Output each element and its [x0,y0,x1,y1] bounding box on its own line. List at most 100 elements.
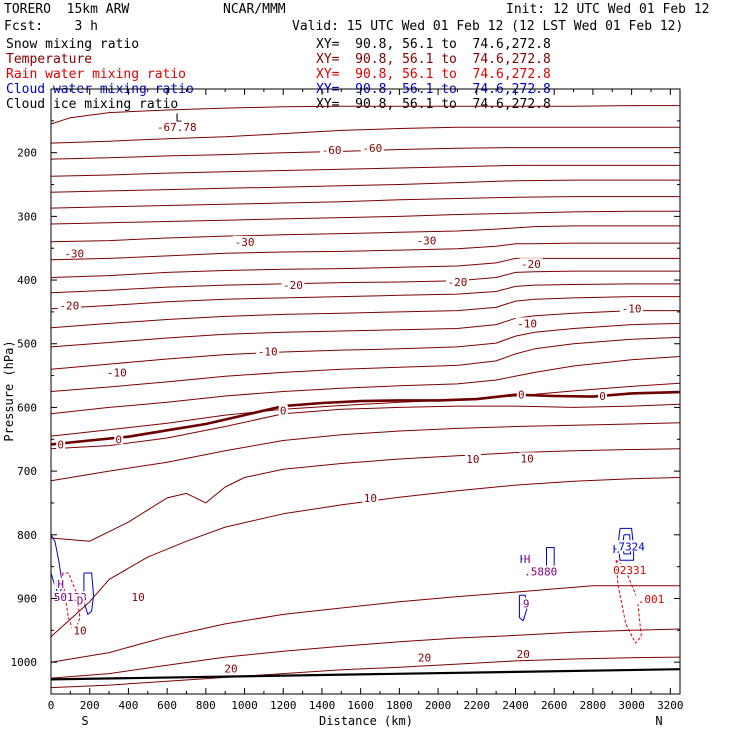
temperature-contour [50,179,680,193]
field-xy-snow: XY= 90.8, 56.1 to 74.6,272.8 [316,37,551,52]
x-end-label-south: S [81,714,88,728]
y-tick-label: 400 [17,274,37,287]
temperature-contour [50,257,680,278]
temperature-contour-label-bg [62,247,86,259]
temperature-contour [50,382,681,437]
plot-frame [50,88,681,695]
x-tick-label: 0 [48,699,55,712]
x-tick-label: 2600 [541,699,568,712]
temperature-contour-label-bg [445,275,469,287]
x-tick-label: 3000 [618,699,645,712]
temperature-contour-label-bg [464,453,481,465]
temperature-contour-label-bg [130,591,147,603]
temperature-contour-label: 20 [224,663,237,676]
field-extremum-label-bg [56,577,66,589]
x-tick-label: 1800 [386,699,413,712]
temperature-contour-label: 20 [517,648,530,661]
temperature-contour [50,196,680,209]
temperature-contour-label-bg [620,302,644,314]
model-title: TORERO 15km ARW [4,2,130,17]
field-name-rain: Rain water mixing ratio [6,67,187,82]
temperature-contour-label: -30 [235,236,255,249]
temperature-contour-label: -30 [417,235,437,248]
field-extremum-label: 9 [523,598,530,611]
temperature-contour [50,322,681,370]
temperature-contour-label: 10 [466,453,479,466]
plot-layer: -67.78 -60 -60 -30 -30 -30 -20 -20 -20 -20 -10 -10 -… [50,105,681,689]
x-tick-label: 1400 [309,699,336,712]
x-tick-label: 200 [80,699,100,712]
temperature-contour [50,336,681,392]
temperature-contour-label-bg [598,389,608,401]
temperature-contour-label: -10 [622,303,642,316]
temperature-contour [50,296,680,329]
temperature-contour [50,105,680,125]
temperature-contour-label: 0 [518,389,525,402]
temperature-contour-label-bg [515,317,539,329]
temperature-contour [50,403,681,450]
temperature-contour-label-bg [515,647,532,659]
x-tick-label: 400 [118,699,138,712]
rain-contour-label-bg [611,563,649,575]
cloud-water-label-bg [616,540,647,552]
cloud-water-contour [518,594,528,622]
field-extremum-label-bg [75,594,85,606]
temperature-contour-label: -30 [64,247,84,260]
temperature-contour [50,448,681,542]
temperature-contour [50,210,680,225]
temperature-contour-label-bg [56,438,66,450]
x-tick-label: 1600 [347,699,374,712]
cloud-water-label-bg [611,542,621,554]
temperature-contour-label: -67.78 [157,121,197,134]
x-tick-label: 2800 [580,699,607,712]
temperature-contour [50,164,680,177]
temperature-contour-label: -20 [521,258,541,271]
temperature-contour-label-bg [414,234,438,246]
y-tick-label: 900 [17,592,37,605]
field-extremum-label: D [77,594,84,607]
field-extremum-label: L [175,112,182,125]
y-tick-label: 600 [17,401,37,414]
field-name-temperature: Temperature [6,52,93,67]
field-extremum-label-bg [522,552,532,564]
x-tick-label: 1200 [270,699,297,712]
y-tick-label: 700 [17,465,37,478]
temperature-contour-label: 0 [57,438,64,451]
field-extremum-label-bg [174,111,184,123]
x-tick-label: 3200 [657,699,684,712]
y-axis-title: Pressure (hPa) [2,340,16,441]
x-tick-label: 600 [157,699,177,712]
temperature-contour-label-bg [519,258,543,270]
surface-line [50,668,681,681]
temperature-contour-label-bg [320,144,344,156]
temperature-contour [50,310,680,348]
temperature-contour-label: -10 [517,317,537,330]
y-tick-label: 300 [17,210,37,223]
cloud-water-label: 7324 [618,540,645,553]
temperature-contour-label-bg [281,279,305,291]
cloud-water-label: H [613,543,620,556]
x-end-label-north: N [655,714,662,728]
temperature-contour [50,270,680,294]
temperature-contour-label: -60 [362,142,382,155]
temperature-contour [50,585,680,663]
temperature-contour-label-bg [519,452,536,464]
field-extremum-label-bg [521,597,531,609]
temperature-contour-label-bg [57,299,81,311]
temperature-contour-label: -10 [258,345,278,358]
y-tick-label: 1000 [11,656,38,669]
rain-contour-label: .001 [638,593,665,606]
temperature-contour-label: -60 [322,144,342,157]
temperature-contour-label: -20 [447,276,467,289]
temperature-contour-label: -10 [107,366,127,379]
temperature-contour-label-bg [360,142,384,154]
axis-layer: 0 200 400 600 800 1000 1200 1400 1600 1800 2000 220… [11,89,684,712]
temperature-contour-label: 10 [364,492,377,505]
temperature-contour-label-bg [72,624,89,636]
temperature-contour-label: 0 [280,405,287,418]
valid-time: Valid: 15 UTC Wed 01 Feb 12 (12 LST Wed … [292,19,684,34]
temperature-contour [50,656,681,689]
temperature-contour-label: 10 [520,452,533,465]
temperature-contour [50,422,681,482]
temperature-contour-label-bg [516,388,526,400]
